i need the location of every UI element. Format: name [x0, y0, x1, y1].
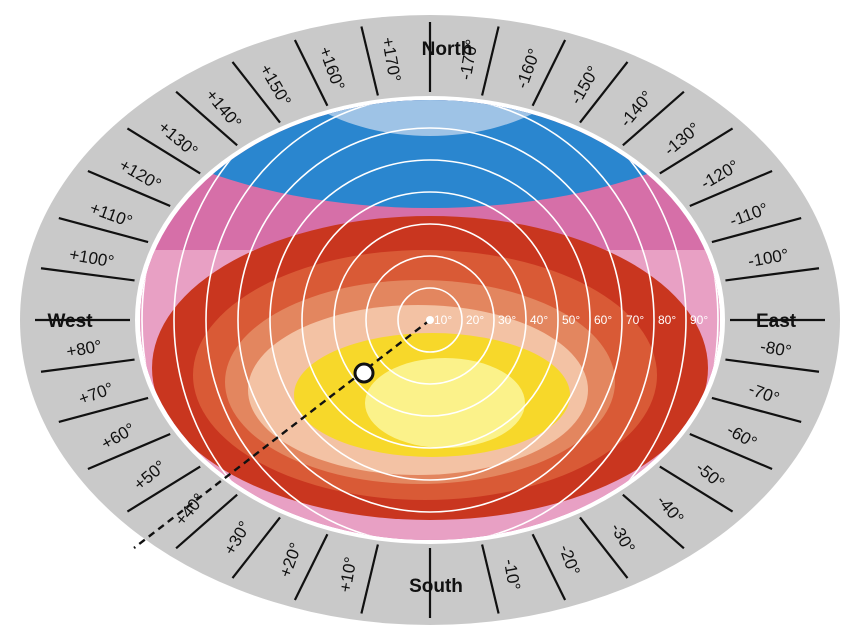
- azimuth-tick: [622, 493, 685, 550]
- zone-light-yellow: [365, 358, 525, 448]
- altitude-circle: [269, 159, 591, 481]
- azimuth-tick: [40, 267, 135, 282]
- azimuth-tick: [481, 544, 500, 614]
- azimuth-tick: [659, 127, 734, 175]
- label-south: South: [409, 576, 463, 597]
- label-west: West: [47, 311, 93, 332]
- ring-label: 20°: [466, 313, 484, 327]
- sun-direction-line: [133, 319, 431, 549]
- altitude-circle: [397, 287, 463, 353]
- azimuth-tick: [579, 61, 629, 124]
- altitude-circle: [173, 100, 687, 540]
- azimuth-tick: [689, 432, 773, 471]
- azimuth-tick: [175, 493, 238, 550]
- azimuth-tick: [689, 169, 773, 208]
- altitude-circle: [237, 127, 623, 513]
- azimuth-tick: [360, 26, 379, 96]
- ring-label: 40°: [530, 313, 548, 327]
- azimuth-tick: [579, 516, 629, 579]
- azimuth-tick: [293, 39, 329, 107]
- altitude-ring-labels: 10° 20° 30° 40° 50° 60° 70° 80° 90°: [434, 313, 708, 327]
- azimuth-tick: [293, 533, 329, 601]
- azimuth-tick: [725, 267, 820, 282]
- altitude-circle: [301, 191, 559, 449]
- sun-position-marker: [353, 362, 375, 384]
- label-east: East: [756, 311, 797, 332]
- azimuth-tick: [126, 127, 201, 175]
- altitude-circles: [141, 100, 719, 540]
- ring-label: 10°: [434, 313, 452, 327]
- altitude-circle: [365, 255, 495, 385]
- azimuth-tick: [360, 544, 379, 614]
- azimuth-tick: [711, 217, 802, 244]
- zenith-point: [426, 316, 434, 324]
- azimuth-tick: [531, 39, 567, 107]
- ring-label: 60°: [594, 313, 612, 327]
- azimuth-tick: [40, 358, 135, 373]
- azimuth-tick: [231, 61, 281, 124]
- ring-label: 70°: [626, 313, 644, 327]
- azimuth-tick: [481, 26, 500, 96]
- altitude-circle: [205, 100, 655, 540]
- azimuth-tick: [711, 396, 802, 423]
- azimuth-tick: [58, 396, 149, 423]
- azimuth-ticks: [35, 22, 825, 618]
- label-north: North: [422, 39, 473, 60]
- azimuth-tick: [622, 90, 685, 147]
- azimuth-tick: [725, 358, 820, 373]
- ring-label: 30°: [498, 313, 516, 327]
- azimuth-tick: [87, 169, 171, 208]
- altitude-circle: [333, 223, 527, 417]
- azimuth-tick: [231, 516, 281, 579]
- azimuth-tick: [531, 533, 567, 601]
- ring-label: 80°: [658, 313, 676, 327]
- azimuth-tick: [87, 432, 171, 471]
- ring-label: 90°: [690, 313, 708, 327]
- azimuth-tick: [175, 90, 238, 147]
- azimuth-tick: [659, 465, 734, 513]
- azimuth-tick: [126, 465, 201, 513]
- ring-label: 50°: [562, 313, 580, 327]
- altitude-circle: [141, 100, 719, 540]
- azimuth-tick: [58, 217, 149, 244]
